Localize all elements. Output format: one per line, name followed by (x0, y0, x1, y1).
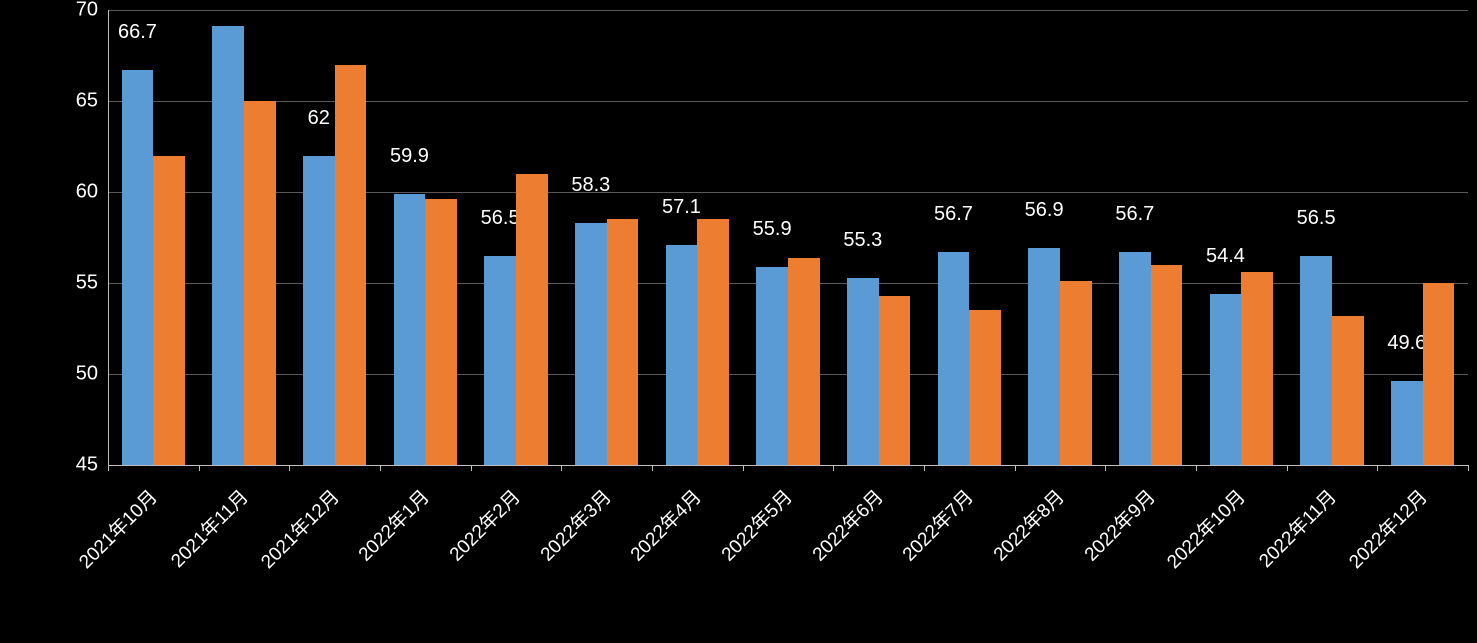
x-tick-label: 2022年11月 (1181, 483, 1342, 643)
x-tick-label: 2022年10月 (1090, 483, 1251, 643)
bar-data-label: 55.3 (843, 229, 882, 252)
bar-series1 (756, 267, 788, 465)
x-tick-label: 2021年10月 (2, 483, 163, 643)
bar-series1 (1391, 381, 1423, 465)
bar-chart: 66.769.16259.956.558.357.155.955.356.756… (0, 0, 1477, 591)
x-tick-label: 2021年11月 (93, 483, 254, 643)
bar-series2 (153, 156, 185, 465)
bar-series1 (212, 26, 244, 465)
gridline (108, 10, 1468, 11)
bar-data-label: 56.5 (481, 207, 520, 230)
bar-data-label: 62 (308, 107, 330, 130)
bar-series2 (1332, 316, 1364, 465)
bar-series1 (1210, 294, 1242, 465)
bar-series2 (788, 258, 820, 465)
y-tick-label: 60 (42, 181, 98, 204)
x-tick-label: 2021年12月 (184, 483, 345, 643)
bar-series2 (244, 101, 276, 465)
bar-series2 (697, 219, 729, 465)
bar-series2 (1241, 272, 1273, 465)
y-tick-label: 45 (42, 454, 98, 477)
x-tick-label: 2022年12月 (1272, 483, 1433, 643)
bar-series2 (1060, 281, 1092, 465)
bar-series1 (484, 256, 516, 465)
bar-data-label: 56.7 (934, 203, 973, 226)
y-tick-label: 70 (42, 0, 98, 22)
bar-series1 (575, 223, 607, 465)
bar-series1 (122, 70, 154, 465)
bar-series2 (425, 199, 457, 465)
bar-series1 (1028, 248, 1060, 465)
bar-data-label: 66.7 (118, 21, 157, 44)
x-tick-label: 2022年4月 (546, 483, 707, 643)
bar-data-label: 56.5 (1297, 207, 1336, 230)
bar-series1 (1300, 256, 1332, 465)
x-tick-label: 2022年7月 (818, 483, 979, 643)
bar-series1 (847, 278, 879, 465)
x-tick-label: 2022年1月 (274, 483, 435, 643)
bar-data-label: 55.9 (753, 218, 792, 241)
bar-series1 (1119, 252, 1151, 465)
bar-series1 (666, 245, 698, 465)
bar-series2 (1151, 265, 1183, 465)
bar-data-label: 59.9 (390, 145, 429, 168)
bar-series2 (335, 65, 367, 465)
bar-series2 (879, 296, 911, 465)
bar-series2 (607, 219, 639, 465)
bar-data-label: 54.4 (1206, 245, 1245, 268)
bar-series2 (516, 174, 548, 465)
bar-series1 (394, 194, 426, 465)
x-tick-label: 2022年9月 (1000, 483, 1161, 643)
plot-area: 66.769.16259.956.558.357.155.955.356.756… (108, 10, 1468, 465)
x-tick-label: 2022年8月 (909, 483, 1070, 643)
x-tick-mark (1468, 465, 1469, 471)
x-tick-label: 2022年6月 (728, 483, 889, 643)
gridline (108, 101, 1468, 102)
y-axis-line (108, 10, 109, 465)
y-tick-label: 65 (42, 90, 98, 113)
bar-series2 (1423, 283, 1455, 465)
y-tick-label: 50 (42, 363, 98, 386)
bar-data-label: 58.3 (571, 174, 610, 197)
x-tick-label: 2022年3月 (456, 483, 617, 643)
y-tick-label: 55 (42, 272, 98, 295)
bar-series1 (303, 156, 335, 465)
bar-series1 (938, 252, 970, 465)
x-tick-label: 2022年2月 (365, 483, 526, 643)
bar-series2 (969, 310, 1001, 465)
bar-data-label: 56.9 (1025, 199, 1064, 222)
x-axis-line (108, 465, 1468, 466)
x-tick-label: 2022年5月 (637, 483, 798, 643)
bar-data-label: 56.7 (1115, 203, 1154, 226)
bar-data-label: 57.1 (662, 196, 701, 219)
bar-data-label: 49.6 (1387, 332, 1426, 355)
